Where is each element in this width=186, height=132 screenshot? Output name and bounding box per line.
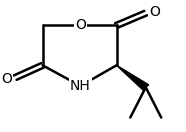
Text: O: O <box>1 72 12 86</box>
Polygon shape <box>116 65 149 90</box>
Text: O: O <box>149 5 160 19</box>
Text: O: O <box>75 18 86 32</box>
Text: NH: NH <box>70 79 91 93</box>
